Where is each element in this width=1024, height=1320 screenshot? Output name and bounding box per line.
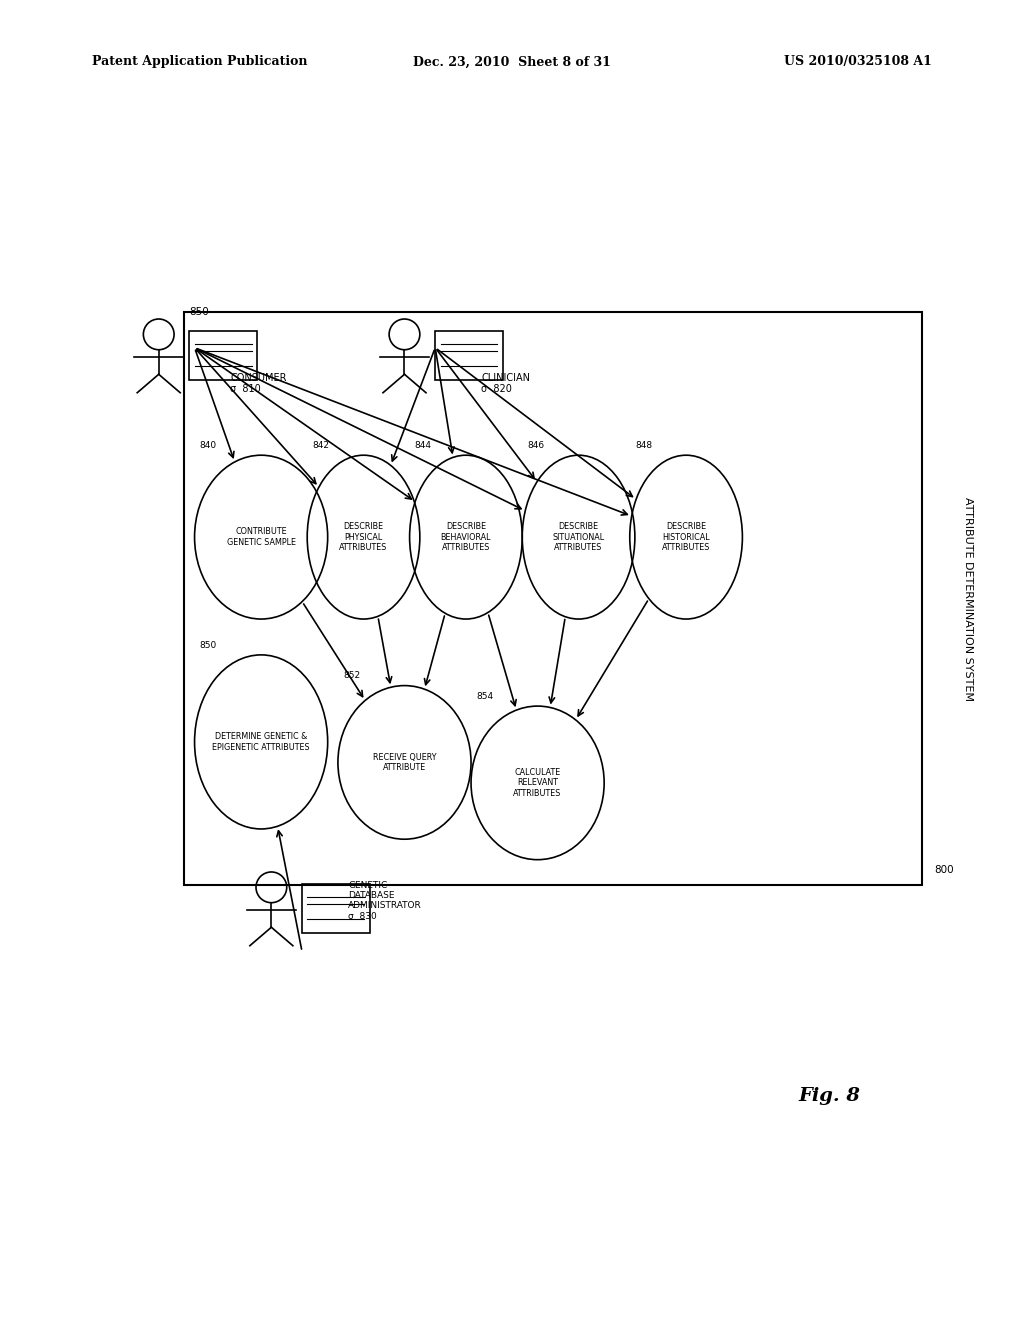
Text: 848: 848 bbox=[635, 441, 652, 450]
Text: 846: 846 bbox=[527, 441, 545, 450]
Text: US 2010/0325108 A1: US 2010/0325108 A1 bbox=[784, 55, 932, 69]
Text: ATTRIBUTE DETERMINATION SYSTEM: ATTRIBUTE DETERMINATION SYSTEM bbox=[963, 496, 973, 701]
Text: DESCRIBE
SITUATIONAL
ATTRIBUTES: DESCRIBE SITUATIONAL ATTRIBUTES bbox=[553, 523, 604, 552]
Text: 850: 850 bbox=[200, 640, 217, 649]
Bar bbox=[302, 884, 370, 933]
Text: DESCRIBE
BEHAVIORAL
ATTRIBUTES: DESCRIBE BEHAVIORAL ATTRIBUTES bbox=[440, 523, 492, 552]
Bar bbox=[189, 331, 257, 380]
Text: 850: 850 bbox=[189, 308, 209, 317]
Bar bbox=[184, 312, 922, 886]
Text: 854: 854 bbox=[476, 692, 494, 701]
Text: 852: 852 bbox=[343, 672, 360, 681]
Text: CONTRIBUTE
GENETIC SAMPLE: CONTRIBUTE GENETIC SAMPLE bbox=[226, 528, 296, 546]
Text: Patent Application Publication: Patent Application Publication bbox=[92, 55, 307, 69]
Text: CLINICIAN
σ  820: CLINICIAN σ 820 bbox=[481, 372, 530, 395]
Text: DESCRIBE
PHYSICAL
ATTRIBUTES: DESCRIBE PHYSICAL ATTRIBUTES bbox=[339, 523, 388, 552]
Text: DETERMINE GENETIC &
EPIGENETIC ATTRIBUTES: DETERMINE GENETIC & EPIGENETIC ATTRIBUTE… bbox=[212, 733, 310, 751]
Text: 844: 844 bbox=[415, 441, 432, 450]
Text: Dec. 23, 2010  Sheet 8 of 31: Dec. 23, 2010 Sheet 8 of 31 bbox=[413, 55, 611, 69]
Text: CONSUMER
σ  810: CONSUMER σ 810 bbox=[230, 372, 287, 395]
Text: DESCRIBE
HISTORICAL
ATTRIBUTES: DESCRIBE HISTORICAL ATTRIBUTES bbox=[662, 523, 711, 552]
Text: GENETIC
DATABASE
ADMINISTRATOR
σ  830: GENETIC DATABASE ADMINISTRATOR σ 830 bbox=[348, 880, 422, 921]
Text: 842: 842 bbox=[312, 441, 330, 450]
Text: 840: 840 bbox=[200, 441, 217, 450]
Text: CALCULATE
RELEVANT
ATTRIBUTES: CALCULATE RELEVANT ATTRIBUTES bbox=[513, 768, 562, 797]
Text: 800: 800 bbox=[934, 865, 953, 875]
Text: Fig. 8: Fig. 8 bbox=[799, 1088, 861, 1105]
Text: RECEIVE QUERY
ATTRIBUTE: RECEIVE QUERY ATTRIBUTE bbox=[373, 752, 436, 772]
Bar bbox=[435, 331, 503, 380]
